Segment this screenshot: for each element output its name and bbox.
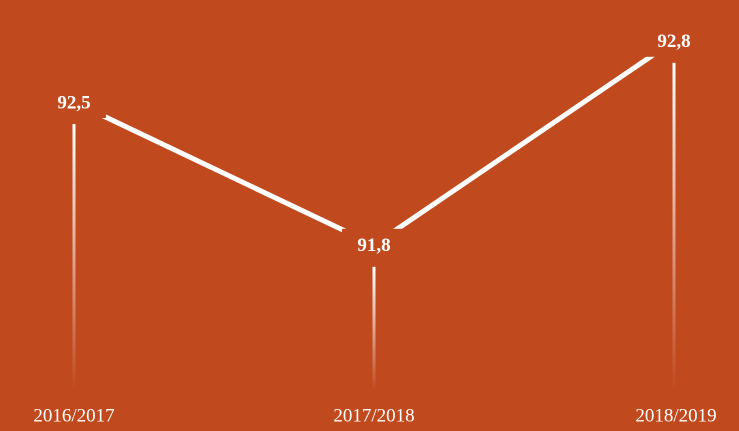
label-knockout — [342, 228, 406, 261]
drop-line — [72, 124, 76, 392]
drop-line — [372, 266, 376, 392]
label-knockout — [42, 86, 106, 118]
x-tick-label: 2016/2017 — [33, 405, 114, 426]
value-label: 92,8 — [657, 31, 690, 52]
x-tick-label: 2017/2018 — [333, 405, 414, 426]
value-label: 91,8 — [357, 235, 390, 256]
label-knockout — [642, 24, 706, 57]
x-tick-label: 2018/2019 — [635, 405, 716, 426]
value-label: 92,5 — [57, 92, 90, 113]
drop-line — [672, 62, 676, 393]
